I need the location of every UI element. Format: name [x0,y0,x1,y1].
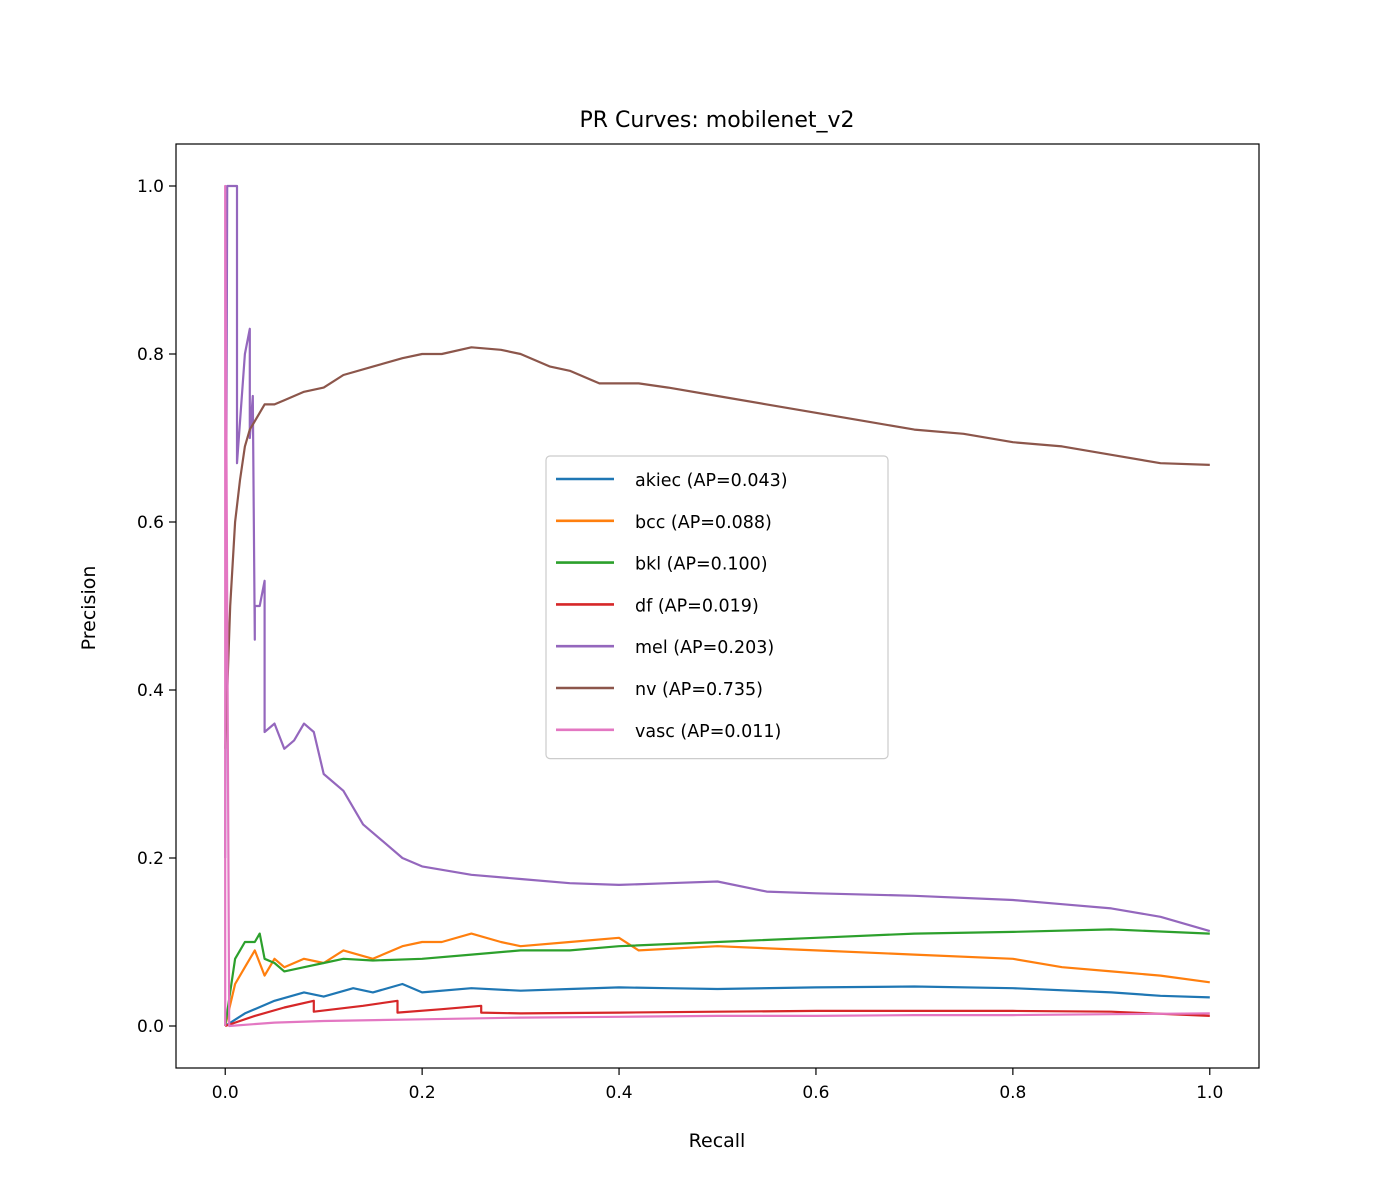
plot-area [224,184,1211,1028]
chart-title: PR Curves: mobilenet_v2 [579,108,854,133]
axes: 0.0 0.2 0.4 0.6 0.8 1.0 0.0 0.2 0.4 0.6 0.8 1.0 [137,143,1260,1103]
y-tick-label-5: 1.0 [137,177,164,197]
x-axis-label: Recall [689,1130,746,1152]
x-tick-label-2: 0.4 [606,1083,633,1103]
y-tick-label-0: 0.0 [137,1017,164,1037]
series-lines [224,184,1211,1028]
legend-label-1: bcc (AP=0.088) [635,513,772,533]
y-tick-label-4: 0.8 [137,345,164,365]
x-tick-label-3: 0.6 [802,1083,829,1103]
series-line-5 [224,346,1210,749]
x-tick-label-0: 0.0 [212,1083,239,1103]
legend-label-3: df (AP=0.019) [635,596,759,616]
legend-label-4: mel (AP=0.203) [635,638,774,658]
legend-label-6: vasc (AP=0.011) [635,722,781,742]
legend-label-5: nv (AP=0.735) [635,680,763,700]
series-line-3 [224,999,1210,1028]
series-line-2 [224,928,1210,1027]
legend-label-0: akiec (AP=0.043) [635,471,788,491]
y-tick-label-1: 0.2 [137,849,164,869]
legend-box [545,455,889,760]
x-tick-label-4: 0.8 [999,1083,1026,1103]
legend-label-2: bkl (AP=0.100) [635,555,768,575]
y-tick-label-3: 0.6 [137,513,164,533]
y-tick-label-2: 0.4 [137,681,164,701]
y-axis-label: Precision [78,566,100,651]
legend: akiec (AP=0.043) bcc (AP=0.088) bkl (AP=0.… [545,455,889,760]
series-line-6 [224,184,1210,1028]
series-line-4 [224,184,1211,933]
series-line-0 [224,982,1210,1027]
x-tick-label-1: 0.2 [409,1083,436,1103]
series-line-1 [224,932,1210,1027]
x-tick-label-5: 1.0 [1196,1083,1223,1103]
plot-frame [175,143,1260,1069]
